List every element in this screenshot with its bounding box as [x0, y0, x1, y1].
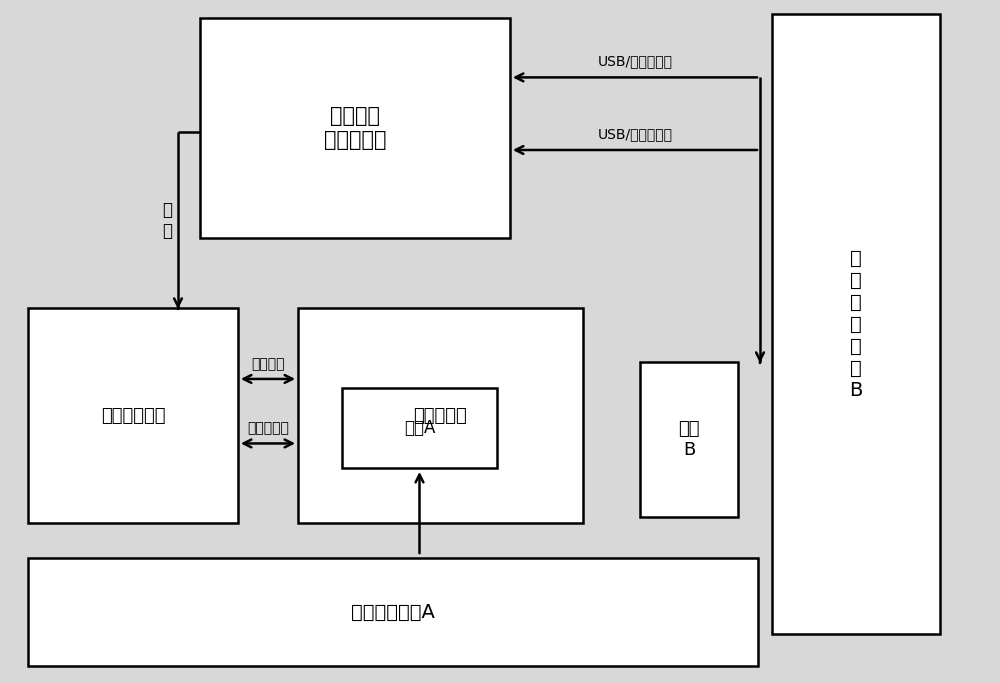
Text: 编码器接口: 编码器接口	[247, 421, 289, 436]
Text: USB/千兆以太网: USB/千兆以太网	[598, 55, 672, 68]
Bar	[772, 14, 940, 634]
Bar	[640, 362, 738, 517]
Bar	[200, 18, 510, 238]
Text: USB/千兆以太网: USB/千兆以太网	[598, 127, 672, 141]
Text: 流水线工作台A: 流水线工作台A	[351, 602, 435, 622]
Text: 机器人控制器: 机器人控制器	[101, 406, 165, 425]
Bar	[28, 308, 238, 523]
Text: 电机接口: 电机接口	[251, 357, 285, 371]
Bar	[342, 388, 497, 468]
Text: 相机
B: 相机 B	[678, 420, 700, 459]
Text: 工业触控
平板一体机: 工业触控 平板一体机	[324, 107, 386, 150]
Text: 相机A: 相机A	[404, 419, 435, 437]
Text: 流
水
线
工
作
台
B: 流 水 线 工 作 台 B	[849, 249, 863, 400]
Text: 串
口: 串 口	[162, 201, 172, 240]
Bar	[28, 558, 758, 666]
Text: 工业机器人: 工业机器人	[414, 406, 467, 425]
Bar	[298, 308, 583, 523]
